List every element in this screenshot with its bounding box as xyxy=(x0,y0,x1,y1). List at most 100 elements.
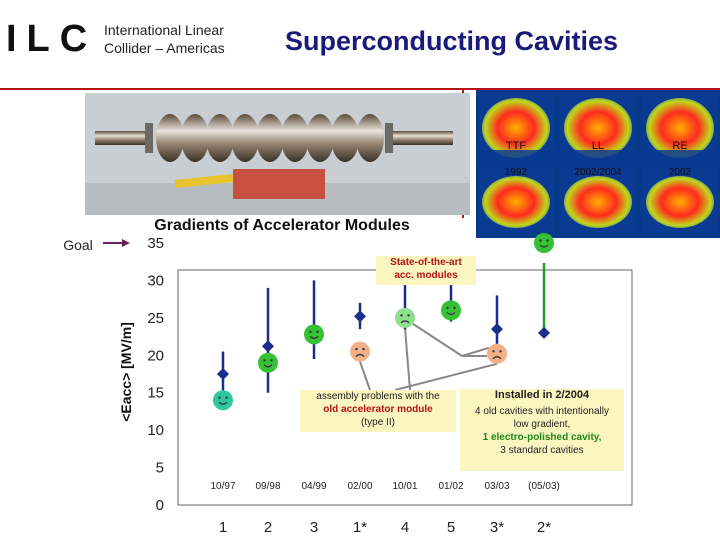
face-circle xyxy=(258,352,278,373)
face-eye xyxy=(453,306,456,310)
callout-connector xyxy=(394,362,498,391)
cavity-photo-drawing xyxy=(85,93,470,215)
face-mouth xyxy=(539,244,549,248)
face-eye xyxy=(309,330,312,334)
callout-connector xyxy=(461,346,490,357)
face-eye xyxy=(218,396,221,399)
callout-installed-title: Installed in 2/2004 xyxy=(494,389,590,401)
face-mouth xyxy=(263,364,273,368)
callout-installed-line4: 3 standard cavities xyxy=(500,445,584,456)
date-label: 01/02 xyxy=(438,481,463,492)
y-axis-label: <Eacc> [MV/m] xyxy=(118,322,134,422)
data-point-diamond xyxy=(217,368,229,380)
happy-face-icon xyxy=(213,390,233,411)
face-eye xyxy=(407,314,410,317)
callout-assembly-line3: (type II) xyxy=(361,417,395,428)
face-circle xyxy=(441,300,461,321)
date-label: 09/98 xyxy=(255,481,280,492)
heatmap-year-ttf: 1992 xyxy=(505,167,528,178)
face-eye xyxy=(225,396,228,399)
callout-assembly-line1: assembly problems with the xyxy=(316,391,440,402)
heatmap-label-re: RE xyxy=(672,140,687,152)
callout-connector xyxy=(412,323,463,357)
happy-face-icon xyxy=(258,352,278,373)
goal-label: Goal xyxy=(63,237,93,253)
date-label: 04/99 xyxy=(301,481,326,492)
chart-title: Gradients of Accelerator Modules xyxy=(154,217,410,234)
date-label: 10/97 xyxy=(210,481,235,492)
x-tick-label: 1* xyxy=(353,519,367,536)
y-tick-label: 35 xyxy=(147,235,164,252)
y-tick-label: 15 xyxy=(147,385,164,402)
x-tick-label: 3 xyxy=(310,519,318,536)
face-eye xyxy=(446,306,449,310)
y-tick-label: 25 xyxy=(147,310,164,327)
callout-assembly-line2: old accelerator module xyxy=(323,404,433,415)
heatmap-year-ll: 2002/2004 xyxy=(574,167,622,178)
callout-state-of-art-line1: State-of-the-art xyxy=(390,257,462,268)
face-eye xyxy=(539,239,542,242)
callout-state-of-art: State-of-the-art acc. modules xyxy=(376,256,476,285)
date-label: 03/03 xyxy=(484,481,509,492)
cavity-photo xyxy=(85,93,470,215)
y-tick-label: 5 xyxy=(156,460,164,477)
callout-connector xyxy=(359,361,371,391)
face-eye xyxy=(362,347,365,351)
face-circle xyxy=(534,233,554,253)
happy-face-icon xyxy=(441,300,461,321)
slide-title: Superconducting Cavities xyxy=(285,26,619,56)
org-name-line1: International Linear xyxy=(104,22,224,38)
cavity-shape-heatmap: TTF LL RE 1992 2002/2004 2002 xyxy=(476,90,720,238)
callout-installed-line1: 4 old cavities with intentionally xyxy=(475,406,609,417)
data-point-diamond xyxy=(262,340,274,353)
sad-face-icon xyxy=(487,343,507,364)
callout-assembly-problems: assembly problems with the old accelerat… xyxy=(300,390,456,432)
callout-installed-line3: 1 electro-polished cavity, xyxy=(482,432,602,443)
face-eye xyxy=(316,330,319,334)
face-circle xyxy=(395,307,415,328)
data-point-diamond xyxy=(538,326,550,339)
y-tick-label: 10 xyxy=(147,422,164,439)
happy-face-icon xyxy=(304,324,324,345)
x-tick-label: 5 xyxy=(447,519,455,536)
face-eye xyxy=(400,314,403,317)
face-mouth xyxy=(218,401,228,405)
date-label: 10/01 xyxy=(392,481,417,492)
face-eye xyxy=(355,347,358,351)
org-name-line2: Collider – Americas xyxy=(104,40,225,56)
face-circle xyxy=(487,343,507,364)
face-eye xyxy=(263,359,266,362)
header-divider xyxy=(0,88,720,90)
face-circle xyxy=(350,341,370,362)
callout-connector xyxy=(404,327,411,391)
sad-face-icon xyxy=(350,341,370,362)
ilc-logo: ILC xyxy=(6,18,98,60)
data-point-diamond xyxy=(354,310,366,323)
sad-face-icon xyxy=(395,307,415,328)
happy-face-icon xyxy=(534,233,554,253)
heatmap-year-re: 2002 xyxy=(669,167,692,178)
date-label: (05/03) xyxy=(528,481,560,492)
goal-arrow xyxy=(103,239,130,247)
face-mouth xyxy=(309,335,319,339)
face-mouth xyxy=(355,353,365,357)
x-tick-label: 1 xyxy=(219,519,227,536)
y-tick-label: 20 xyxy=(147,347,164,364)
face-circle xyxy=(304,324,324,345)
x-tick-label: 2 xyxy=(264,519,272,536)
face-eye xyxy=(492,350,495,353)
face-mouth xyxy=(400,320,410,324)
face-mouth xyxy=(492,356,502,360)
x-tick-label: 2* xyxy=(537,519,551,536)
face-mouth xyxy=(446,311,456,315)
x-tick-label: 4 xyxy=(401,519,409,536)
y-tick-label: 0 xyxy=(156,497,164,514)
face-eye xyxy=(546,239,549,242)
heatmap-label-ttf: TTF xyxy=(506,140,526,152)
date-label: 02/00 xyxy=(347,481,372,492)
face-eye xyxy=(499,350,502,353)
callout-installed-line2: low gradient, xyxy=(513,419,571,430)
callout-state-of-art-line2: acc. modules xyxy=(394,270,458,281)
callout-installed: Installed in 2/2004 4 old cavities with … xyxy=(460,389,624,471)
